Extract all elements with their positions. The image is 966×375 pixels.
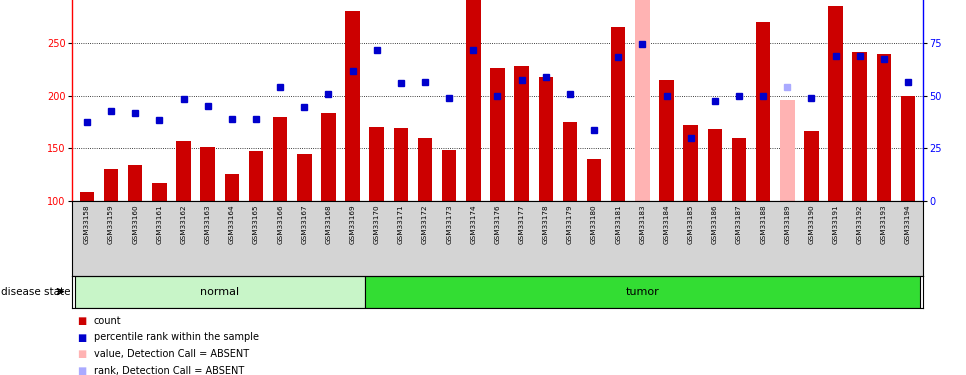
Text: tumor: tumor (626, 286, 659, 297)
Bar (684, 125, 698, 201)
Bar (225, 174, 240, 201)
Bar (781, 100, 795, 201)
Bar (369, 127, 384, 201)
Text: GSM33185: GSM33185 (688, 204, 694, 244)
Bar (153, 183, 167, 201)
Text: GSM33170: GSM33170 (374, 204, 380, 244)
Bar (587, 159, 601, 201)
Text: GSM33172: GSM33172 (422, 204, 428, 244)
Text: GSM33173: GSM33173 (446, 204, 452, 244)
Text: GSM33159: GSM33159 (108, 204, 114, 244)
Text: GSM33194: GSM33194 (905, 204, 911, 244)
Text: GSM33178: GSM33178 (543, 204, 549, 244)
Text: GSM33163: GSM33163 (205, 204, 211, 244)
Bar (805, 131, 819, 201)
Text: GSM33171: GSM33171 (398, 204, 404, 244)
Text: GSM33184: GSM33184 (664, 204, 669, 244)
Bar (394, 128, 409, 201)
Text: GSM33176: GSM33176 (495, 204, 500, 244)
Bar (611, 27, 626, 201)
Text: GSM33174: GSM33174 (470, 204, 476, 244)
Text: GSM33181: GSM33181 (615, 204, 621, 244)
Bar (756, 22, 771, 201)
Bar (249, 151, 263, 201)
Text: GSM33160: GSM33160 (132, 204, 138, 244)
Text: disease state: disease state (1, 286, 71, 297)
Bar (104, 169, 119, 201)
Text: GSM33165: GSM33165 (253, 204, 259, 244)
Bar (853, 51, 867, 201)
Bar (298, 154, 312, 201)
Text: GSM33183: GSM33183 (639, 204, 645, 244)
Text: normal: normal (200, 286, 240, 297)
Text: GSM33187: GSM33187 (736, 204, 742, 244)
Bar (321, 114, 336, 201)
Bar (365, 276, 920, 308)
Text: GSM33164: GSM33164 (229, 204, 235, 244)
Bar (901, 96, 916, 201)
Text: GSM33161: GSM33161 (156, 204, 162, 244)
Text: GSM33158: GSM33158 (84, 204, 90, 244)
Text: ■: ■ (77, 350, 87, 359)
Text: count: count (94, 316, 122, 326)
Text: GSM33168: GSM33168 (326, 204, 331, 244)
Bar (75, 276, 365, 308)
Bar (346, 10, 360, 201)
Bar (708, 129, 723, 201)
Text: rank, Detection Call = ABSENT: rank, Detection Call = ABSENT (94, 366, 244, 375)
Bar (467, 0, 481, 201)
Text: GSM33193: GSM33193 (881, 204, 887, 244)
Bar (636, 0, 650, 201)
Bar (128, 165, 143, 201)
Text: GSM33186: GSM33186 (712, 204, 718, 244)
Bar (273, 117, 288, 201)
Text: percentile rank within the sample: percentile rank within the sample (94, 333, 259, 342)
Bar (829, 6, 843, 201)
Text: GSM33167: GSM33167 (301, 204, 307, 244)
Text: GSM33166: GSM33166 (277, 204, 283, 244)
Text: GSM33189: GSM33189 (784, 204, 790, 244)
Text: GSM33188: GSM33188 (760, 204, 766, 244)
Text: GSM33162: GSM33162 (181, 204, 186, 244)
Text: GSM33191: GSM33191 (833, 204, 838, 244)
Bar (442, 150, 457, 201)
Text: GSM33177: GSM33177 (519, 204, 525, 244)
Text: GSM33180: GSM33180 (591, 204, 597, 244)
Bar (201, 147, 215, 201)
Bar (515, 66, 529, 201)
Bar (80, 192, 95, 201)
Text: ■: ■ (77, 316, 87, 326)
Text: GSM33179: GSM33179 (567, 204, 573, 244)
Bar (660, 80, 674, 201)
Text: GSM33192: GSM33192 (857, 204, 863, 244)
Text: ■: ■ (77, 366, 87, 375)
Text: GSM33190: GSM33190 (809, 204, 814, 244)
Text: ■: ■ (77, 333, 87, 342)
Bar (491, 68, 505, 201)
Bar (539, 77, 554, 201)
Bar (732, 138, 747, 201)
Bar (177, 141, 191, 201)
Bar (563, 122, 578, 201)
Bar (418, 138, 433, 201)
Text: value, Detection Call = ABSENT: value, Detection Call = ABSENT (94, 350, 249, 359)
Bar (877, 54, 892, 201)
Text: GSM33169: GSM33169 (350, 204, 355, 244)
